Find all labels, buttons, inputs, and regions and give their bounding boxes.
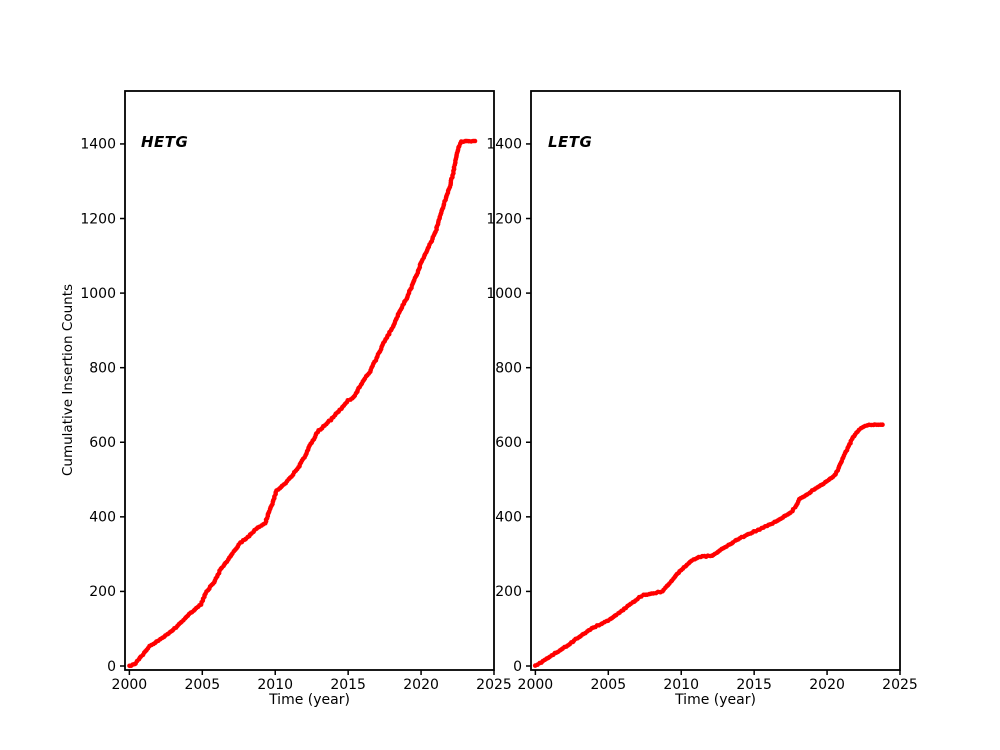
hetg-xaxis-label: Time (year) — [269, 692, 350, 708]
hetg-y-tick-label: 0 — [107, 659, 116, 675]
letg-xaxis-label: Time (year) — [675, 692, 756, 708]
letg-y-tick-label: 800 — [495, 360, 522, 376]
hetg-y-tick-label: 1400 — [80, 137, 116, 153]
hetg-y-tick-label: 400 — [89, 510, 116, 526]
hetg-x-tick-label: 2010 — [257, 677, 293, 693]
hetg-x-tick-label: 2015 — [330, 677, 366, 693]
hetg-title: HETG — [141, 133, 189, 151]
letg-y-tick-label: 1400 — [486, 137, 522, 153]
hetg-x-tick-label: 2020 — [403, 677, 439, 693]
hetg-y-tick-label: 1200 — [80, 211, 116, 227]
hetg-y-tick-label: 200 — [89, 584, 116, 600]
letg-y-tick-label: 400 — [495, 510, 522, 526]
letg-y-tick-label: 0 — [513, 659, 522, 675]
hetg-x-tick-label: 2005 — [184, 677, 220, 693]
hetg-y-tick-label: 600 — [89, 435, 116, 451]
letg-axes-box — [530, 90, 901, 671]
hetg-y-tick-label: 800 — [89, 360, 116, 376]
hetg-points — [127, 138, 478, 669]
letg-x-tick-label: 2025 — [882, 677, 918, 693]
letg-points — [532, 422, 885, 668]
hetg-x-tick-label: 2000 — [112, 677, 148, 693]
letg-x-tick-label: 2000 — [518, 677, 554, 693]
letg-y-tick-label: 200 — [495, 584, 522, 600]
letg-y-tick-label: 1000 — [486, 286, 522, 302]
letg-x-tick-label: 2015 — [736, 677, 772, 693]
letg-x-tick-label: 2005 — [590, 677, 626, 693]
letg-x-tick-label: 2010 — [663, 677, 699, 693]
letg-x-tick-label: 2020 — [809, 677, 845, 693]
hetg-x-tick-label: 2025 — [476, 677, 512, 693]
yaxis-label: Cumulative Insertion Counts — [60, 283, 76, 477]
letg-y-tick-label: 1200 — [486, 211, 522, 227]
hetg-axes-box — [124, 90, 495, 671]
letg-y-tick-label: 600 — [495, 435, 522, 451]
letg-title: LETG — [548, 133, 593, 151]
hetg-y-tick-label: 1000 — [80, 286, 116, 302]
